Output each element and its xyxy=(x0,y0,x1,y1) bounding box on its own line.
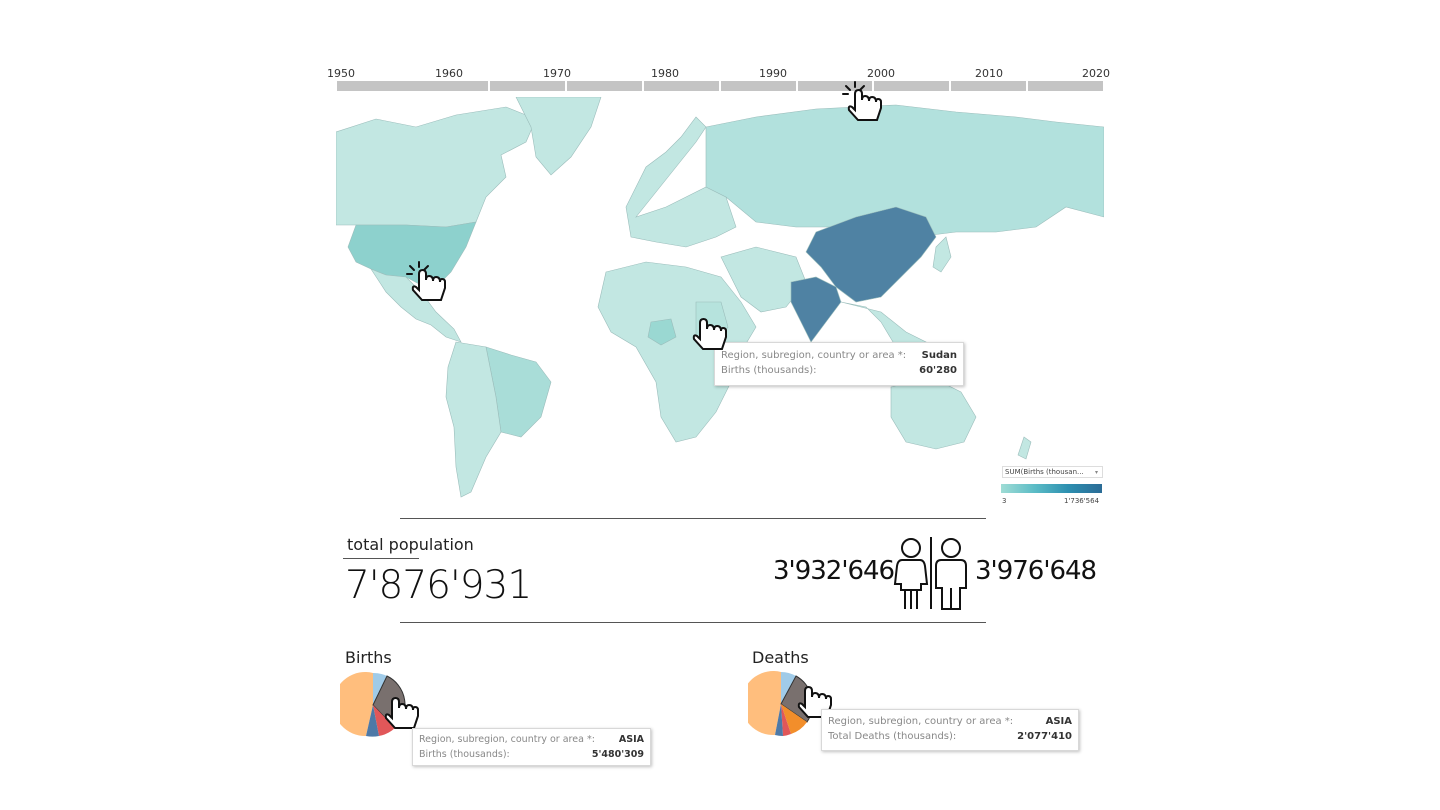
timeline-segment[interactable] xyxy=(874,81,949,91)
deaths-tooltip: Region, subregion, country or area *: AS… xyxy=(821,709,1079,751)
country-nigeria[interactable] xyxy=(647,318,677,346)
legend-min: 3 xyxy=(1002,497,1007,505)
year-label: 2000 xyxy=(867,67,895,80)
year-label: 1960 xyxy=(435,67,463,80)
year-label: 1970 xyxy=(543,67,571,80)
country-new-zealand[interactable] xyxy=(1017,436,1032,460)
timeline-segment[interactable] xyxy=(644,81,719,91)
births-tooltip: Region, subregion, country or area *: AS… xyxy=(412,728,651,766)
country-india[interactable] xyxy=(790,276,842,343)
tooltip-metric-value: 2'077'410 xyxy=(1017,731,1072,742)
world-map[interactable] xyxy=(336,97,1104,507)
tap-hand-icon xyxy=(406,261,446,301)
timeline-segment[interactable] xyxy=(567,81,642,91)
pie-slice[interactable] xyxy=(775,704,783,737)
tooltip-region-label: Region, subregion, country or area *: xyxy=(721,350,907,361)
country-china[interactable] xyxy=(805,206,937,303)
country-mexico[interactable] xyxy=(370,268,462,343)
pie-slice[interactable] xyxy=(366,705,379,737)
pie-slice[interactable] xyxy=(748,671,781,736)
tooltip-metric-label: Births (thousands): xyxy=(721,365,817,376)
country-greenland[interactable] xyxy=(515,97,602,176)
year-label: 1950 xyxy=(327,67,355,80)
timeline-segment[interactable] xyxy=(1028,81,1103,91)
male-population-value: 3'976'648 xyxy=(975,556,1097,586)
tooltip-metric-label: Births (thousands): xyxy=(419,749,510,760)
label-underline xyxy=(343,558,419,559)
gender-separator xyxy=(930,537,932,609)
chevron-down-icon: ▾ xyxy=(1094,469,1098,476)
female-population-value: 3'932'646 xyxy=(773,556,895,586)
tooltip-region-value: ASIA xyxy=(1045,716,1072,727)
year-label: 1990 xyxy=(759,67,787,80)
timeline-segment[interactable] xyxy=(490,81,565,91)
tooltip-metric-value: 5'480'309 xyxy=(591,749,644,760)
year-label: 2020 xyxy=(1082,67,1110,80)
pointer-hand-icon xyxy=(692,317,727,350)
pie-slice[interactable] xyxy=(373,705,395,736)
year-label: 2010 xyxy=(975,67,1003,80)
timeline-segment[interactable] xyxy=(721,81,796,91)
year-label: 1980 xyxy=(651,67,679,80)
legend-color-bar xyxy=(1001,484,1102,493)
divider xyxy=(400,622,986,623)
tooltip-region-value: Sudan xyxy=(921,350,957,361)
country-japan[interactable] xyxy=(932,236,952,273)
legend-title: SUM(Births (thousan... xyxy=(1005,468,1084,476)
pie-slice[interactable] xyxy=(781,704,791,736)
births-title: Births xyxy=(345,648,392,667)
pie-slice[interactable] xyxy=(340,672,373,737)
tooltip-region-label: Region, subregion, country or area *: xyxy=(419,734,595,745)
timeline-segment-selected[interactable] xyxy=(798,81,872,91)
country-russia[interactable] xyxy=(705,104,1104,238)
map-tooltip: Region, subregion, country or area *: Su… xyxy=(714,342,964,386)
tooltip-metric-value: 60'280 xyxy=(919,365,957,376)
tooltip-metric-label: Total Deaths (thousands): xyxy=(828,731,957,742)
female-icon xyxy=(893,538,929,609)
region-south-america[interactable] xyxy=(445,341,502,498)
tap-hand-icon xyxy=(842,81,882,121)
legend-max: 1'736'564 xyxy=(1064,497,1100,505)
timeline-segment[interactable] xyxy=(951,81,1026,91)
deaths-title: Deaths xyxy=(752,648,809,667)
pointer-hand-icon xyxy=(384,696,419,729)
male-icon xyxy=(935,538,967,610)
total-population-label: total population xyxy=(347,535,474,554)
legend-dropdown[interactable]: SUM(Births (thousan... ▾ xyxy=(1002,466,1103,478)
pie-slice[interactable] xyxy=(781,704,807,734)
tooltip-region-label: Region, subregion, country or area *: xyxy=(828,716,1014,727)
divider xyxy=(400,518,986,519)
tooltip-region-value: ASIA xyxy=(618,734,644,745)
timeline-segment[interactable] xyxy=(337,81,488,91)
total-population-value: 7'876'931 xyxy=(345,563,532,608)
